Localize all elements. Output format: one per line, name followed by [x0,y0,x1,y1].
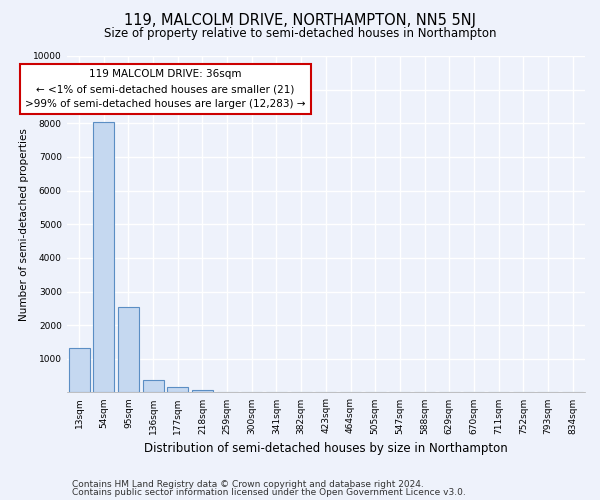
Text: Contains public sector information licensed under the Open Government Licence v3: Contains public sector information licen… [72,488,466,497]
Text: 119, MALCOLM DRIVE, NORTHAMPTON, NN5 5NJ: 119, MALCOLM DRIVE, NORTHAMPTON, NN5 5NJ [124,12,476,28]
Bar [167,388,188,392]
Bar [192,390,213,392]
Bar [143,380,164,392]
Text: 119 MALCOLM DRIVE: 36sqm
← <1% of semi-detached houses are smaller (21)
>99% of : 119 MALCOLM DRIVE: 36sqm ← <1% of semi-d… [25,70,305,109]
Bar [68,348,89,393]
X-axis label: Distribution of semi-detached houses by size in Northampton: Distribution of semi-detached houses by … [144,442,508,455]
Text: Contains HM Land Registry data © Crown copyright and database right 2024.: Contains HM Land Registry data © Crown c… [72,480,424,489]
Text: Size of property relative to semi-detached houses in Northampton: Size of property relative to semi-detach… [104,28,496,40]
Y-axis label: Number of semi-detached properties: Number of semi-detached properties [19,128,29,320]
Bar [93,122,114,392]
Bar [118,306,139,392]
